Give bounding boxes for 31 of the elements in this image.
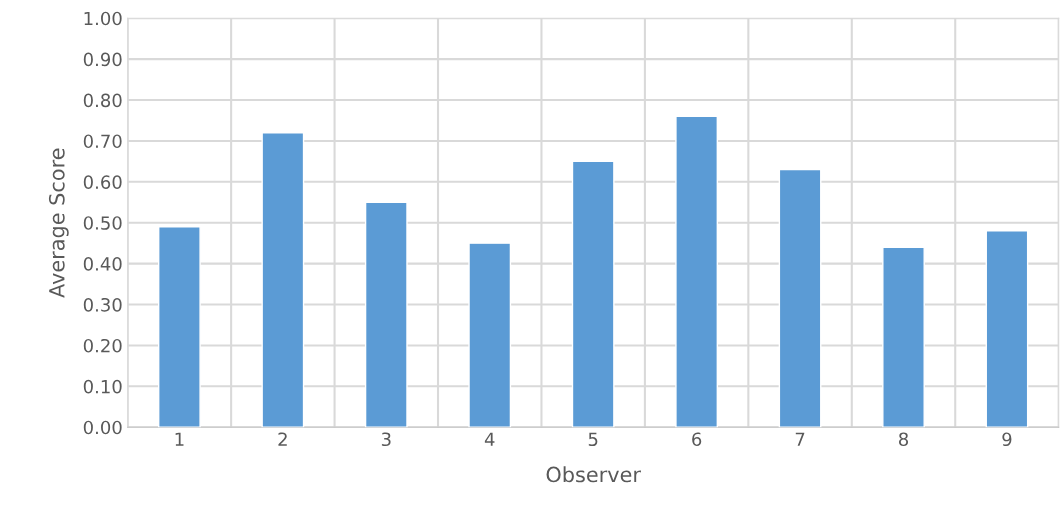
x-tick-label: 4 <box>484 432 495 446</box>
bar <box>571 160 615 428</box>
bar <box>675 115 719 428</box>
bar <box>158 226 201 428</box>
y-tick-label: 0.10 <box>83 379 122 394</box>
y-tick-label: 0.70 <box>83 134 122 149</box>
x-tick-label: 6 <box>692 432 702 447</box>
bar <box>985 230 1029 428</box>
x-tick-label: 7 <box>795 432 805 446</box>
bar <box>778 168 822 428</box>
y-tick-label: 0.80 <box>83 93 122 108</box>
x-tick-label: 2 <box>278 432 287 446</box>
x-tick-label: 3 <box>381 432 391 447</box>
bar <box>468 242 512 428</box>
x-tick-label: 9 <box>1002 432 1012 447</box>
y-tick-label: 0.40 <box>83 257 122 271</box>
x-tick-label: 8 <box>898 432 909 447</box>
y-axis-title: Average Score <box>48 148 69 298</box>
y-tick-label: 0.90 <box>83 52 122 67</box>
y-tick-label: 0.30 <box>83 297 122 312</box>
y-tick-label: 0.20 <box>83 338 122 353</box>
y-tick-label: 0.00 <box>83 420 122 435</box>
y-tick-label: 1.00 <box>84 11 122 26</box>
x-axis-title: Observer <box>546 466 641 483</box>
bar <box>882 246 925 428</box>
x-tick-label: 5 <box>588 432 598 447</box>
bar <box>364 201 408 428</box>
bar <box>261 132 305 428</box>
x-tick-label: 1 <box>175 432 184 446</box>
y-tick-label: 0.50 <box>83 216 122 230</box>
y-tick-label: 0.60 <box>83 175 122 189</box>
